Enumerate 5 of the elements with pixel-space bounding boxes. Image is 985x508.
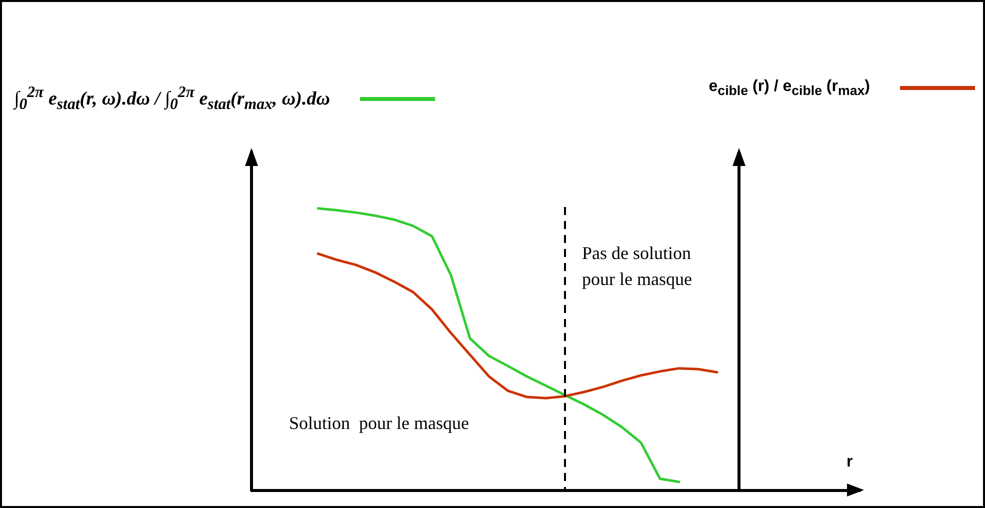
annotation: Solution pour le masque — [289, 413, 469, 433]
legend-label: e$_{cible}$ (r) / e$_{cible}$ (r$_{max}$) — [708, 78, 870, 98]
x-axis-title: r — [846, 454, 853, 470]
text: ∫$_{0}$$^{2π}$ e$_{stat}$(r, ω).dω / ∫$_{0}$$^{2π}$ e$_{stat}$(r$_{max}$, ω).dω — [14, 84, 330, 114]
annotation: Pas de solution pour le masque — [582, 243, 692, 289]
